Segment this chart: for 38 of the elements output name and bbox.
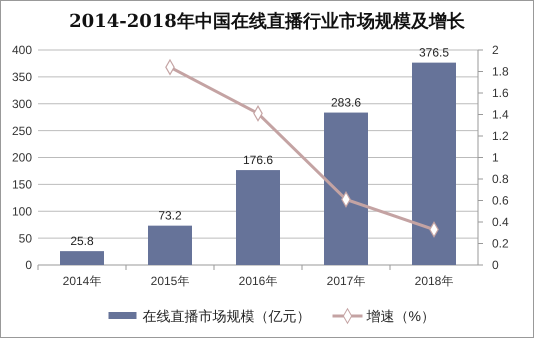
x-tick-label: 2015年 (150, 274, 190, 288)
data-label: 376.5 (418, 46, 450, 60)
bar (60, 251, 104, 265)
x-tick-label: 2016年 (238, 274, 278, 288)
data-label: 283.6 (330, 96, 362, 110)
y2-tick-label: 1.2 (492, 129, 510, 144)
bar (412, 62, 456, 265)
y2-tick-label: 1.8 (492, 64, 510, 79)
y-tick-label: 0 (25, 258, 32, 272)
legend-label: 增速（%） (366, 308, 435, 324)
bar (148, 226, 192, 265)
data-label: 73.2 (158, 208, 182, 223)
y-tick-label: 100 (12, 204, 32, 218)
x-tick-label: 2018年 (414, 274, 454, 288)
y-tick-label: 200 (12, 150, 32, 165)
y-tick-label: 150 (12, 178, 32, 192)
x-tick-label: 2014年 (62, 274, 102, 288)
bar (236, 170, 280, 265)
y-tick-label: 350 (12, 70, 32, 84)
y2-tick-label: 0.8 (492, 172, 510, 186)
y2-tick-label: 0 (492, 258, 499, 272)
legend-label: 在线直播市场规模（亿元） (142, 308, 310, 324)
y2-tick-label: 0.4 (492, 215, 510, 230)
y2-tick-label: 2 (492, 43, 499, 58)
chart-title: 2014-2018年中国在线直播行业市场规模及增长 (69, 11, 466, 32)
y-tick-label: 300 (12, 96, 32, 111)
data-label: 176.6 (242, 153, 274, 168)
y-tick-label: 50 (18, 231, 32, 246)
y2-tick-label: 0.2 (492, 236, 510, 251)
y2-tick-label: 1.6 (492, 86, 510, 100)
y-tick-label: 400 (12, 43, 32, 58)
y2-tick-label: 0.6 (492, 194, 510, 208)
y-tick-label: 250 (12, 124, 32, 138)
bar (324, 112, 368, 265)
data-label: 25.8 (70, 234, 94, 248)
y2-tick-label: 1.4 (492, 108, 510, 122)
y2-tick-label: 1 (492, 150, 499, 165)
x-tick-label: 2017年 (326, 274, 366, 288)
